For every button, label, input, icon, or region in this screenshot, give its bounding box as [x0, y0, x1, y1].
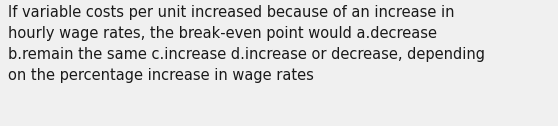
Text: If variable costs per unit increased because of an increase in
hourly wage rates: If variable costs per unit increased bec…: [8, 5, 485, 83]
